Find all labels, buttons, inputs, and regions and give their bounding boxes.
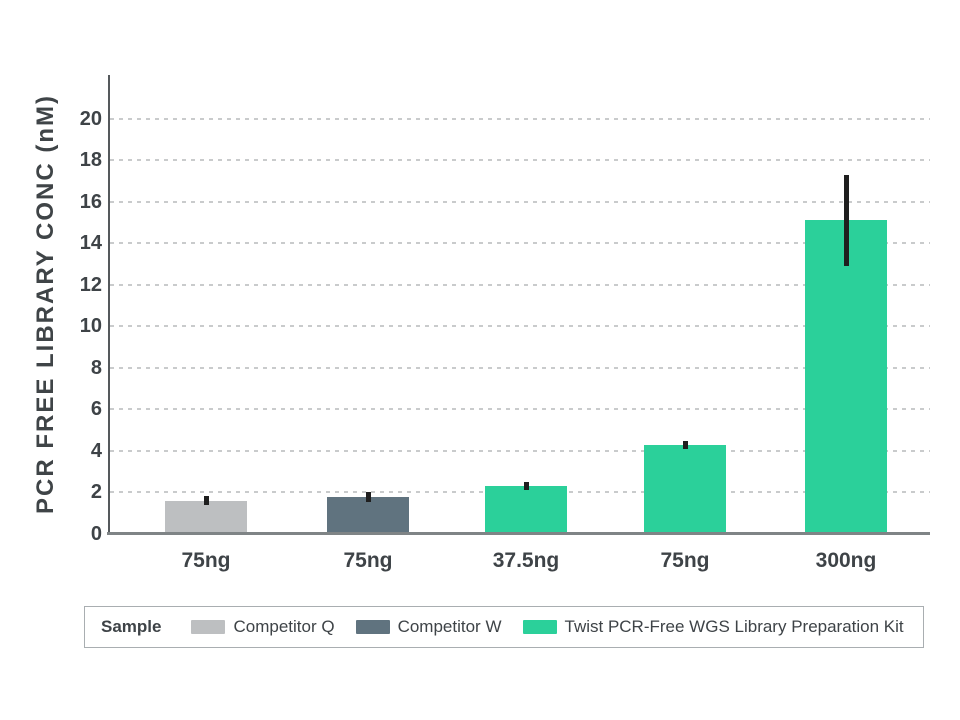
y-tick-label: 12 — [79, 273, 102, 296]
gridline — [110, 325, 930, 328]
y-tick-label: 4 — [90, 439, 102, 462]
bar — [485, 486, 567, 534]
x-tick-label: 75ng — [660, 549, 710, 572]
x-tick-label: 75ng — [181, 549, 231, 572]
legend-swatch — [522, 620, 557, 634]
y-tick-label: 2 — [90, 481, 102, 504]
y-tick-label: 8 — [90, 356, 102, 379]
bar — [327, 496, 409, 534]
y-tick-label: 14 — [79, 232, 102, 255]
x-tick-label: 75ng — [343, 549, 393, 572]
legend-label: Twist PCR-Free WGS Library Preparation K… — [564, 617, 904, 636]
x-tick-label: 37.5ng — [492, 549, 560, 572]
bar — [165, 500, 247, 534]
plot-area — [107, 75, 930, 535]
error-bar — [843, 174, 849, 267]
error-bar — [365, 492, 371, 502]
x-tick-label: 300ng — [815, 549, 877, 572]
gridline — [110, 366, 930, 369]
y-tick-label: 16 — [79, 190, 102, 213]
gridline — [110, 408, 930, 411]
legend-swatch — [191, 620, 226, 634]
legend-title: Sample — [101, 617, 162, 636]
y-tick-label: 0 — [90, 523, 102, 545]
legend-entry: Competitor Q — [191, 617, 335, 637]
error-bar — [682, 440, 688, 449]
error-bar — [523, 482, 529, 491]
legend-label: Competitor W — [397, 617, 502, 636]
gridline — [110, 159, 930, 162]
gridline — [110, 242, 930, 245]
y-tick-label: 10 — [79, 315, 102, 338]
error-bar — [203, 495, 209, 505]
legend: Sample Competitor Q Competitor W Twist PCR… — [84, 606, 924, 648]
gridline — [110, 283, 930, 286]
gridline — [110, 200, 930, 203]
y-tick-label: 20 — [79, 107, 102, 130]
x-axis-line — [107, 532, 930, 535]
y-tick-label: 18 — [79, 149, 102, 172]
bar — [805, 220, 887, 534]
legend-swatch — [355, 620, 390, 634]
bar — [644, 444, 726, 534]
gridline — [110, 117, 930, 120]
legend-entry: Competitor W — [355, 617, 502, 637]
legend-entry: Twist PCR-Free WGS Library Preparation K… — [522, 617, 904, 637]
y-axis-line — [108, 75, 110, 534]
y-tick-label: 6 — [90, 398, 102, 421]
legend-label: Competitor Q — [233, 617, 335, 636]
gridline — [110, 449, 930, 452]
